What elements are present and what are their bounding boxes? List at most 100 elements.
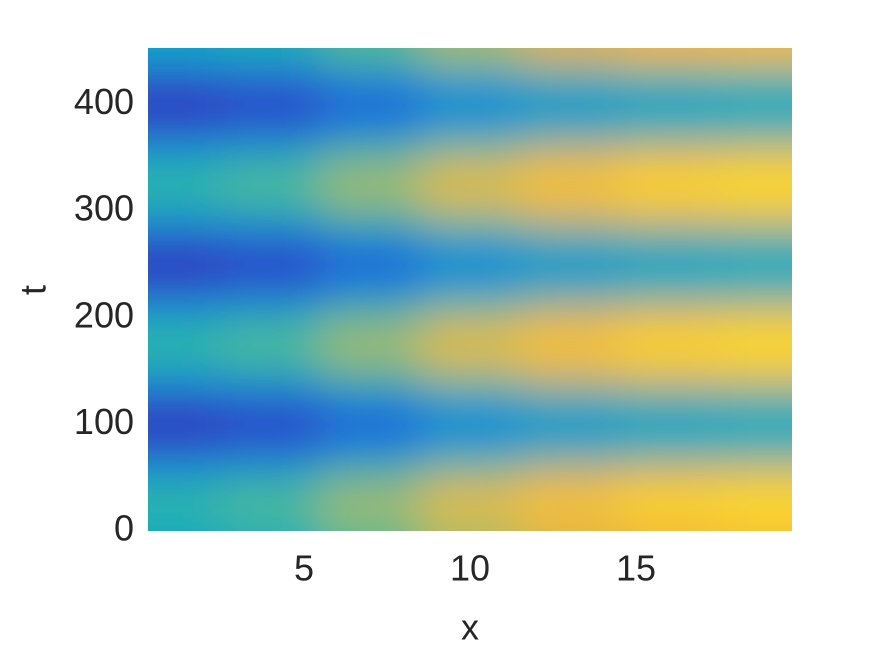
heatmap-cell bbox=[148, 411, 222, 439]
heatmap-cell bbox=[420, 91, 521, 119]
heatmap-cell bbox=[718, 117, 792, 145]
heatmap-cell bbox=[148, 384, 222, 412]
heatmap-cell bbox=[718, 64, 792, 92]
heatmap-cell bbox=[221, 91, 322, 119]
heatmap-cell bbox=[320, 171, 421, 199]
heatmap-cell bbox=[619, 251, 720, 279]
heatmap-cell bbox=[519, 331, 620, 359]
heatmap-cell bbox=[420, 224, 521, 252]
heatmap-cell bbox=[420, 64, 521, 92]
heatmap-cell bbox=[619, 144, 720, 172]
heatmap-cell bbox=[718, 144, 792, 172]
heatmap-cell bbox=[420, 384, 521, 412]
heatmap-cell bbox=[420, 251, 521, 279]
heatmap-cell bbox=[221, 197, 322, 225]
heatmap-cell bbox=[519, 464, 620, 492]
heatmap-cell bbox=[718, 357, 792, 385]
heatmap-cell bbox=[619, 48, 720, 66]
heatmap-cell bbox=[148, 197, 222, 225]
heatmap-cell bbox=[148, 277, 222, 305]
heatmap-cell bbox=[718, 464, 792, 492]
heatmap-cell bbox=[320, 437, 421, 465]
y-tick-label: 100 bbox=[74, 401, 134, 442]
heatmap-cell bbox=[519, 491, 620, 519]
y-tick-label: 0 bbox=[114, 508, 134, 549]
heatmap-cell bbox=[148, 91, 222, 119]
heatmap-cell bbox=[619, 357, 720, 385]
heatmap-cell bbox=[148, 464, 222, 492]
heatmap-cell bbox=[718, 277, 792, 305]
plot-area bbox=[148, 48, 792, 531]
x-tick-label: 15 bbox=[616, 548, 656, 589]
heatmap-cell bbox=[320, 411, 421, 439]
heatmap-cell bbox=[519, 197, 620, 225]
heatmap-cell bbox=[718, 491, 792, 519]
y-tick-label: 400 bbox=[74, 81, 134, 122]
heatmap-cell bbox=[221, 304, 322, 332]
heatmap-cell bbox=[619, 491, 720, 519]
heatmap-cell bbox=[619, 384, 720, 412]
heatmap-cell bbox=[148, 64, 222, 92]
heatmap-cell bbox=[718, 251, 792, 279]
heatmap-cell bbox=[148, 144, 222, 172]
heatmap-cell bbox=[320, 117, 421, 145]
heatmap-cell bbox=[718, 48, 792, 66]
heatmap-cell bbox=[320, 357, 421, 385]
heatmap-cell bbox=[320, 91, 421, 119]
heatmap-cell bbox=[221, 384, 322, 412]
heatmap-cell bbox=[619, 331, 720, 359]
heatmap-cell bbox=[420, 48, 521, 66]
y-tick-label: 300 bbox=[74, 188, 134, 229]
heatmap-cell bbox=[718, 197, 792, 225]
heatmap-cell bbox=[221, 517, 322, 531]
heatmap-cell bbox=[420, 304, 521, 332]
heatmap-cell bbox=[320, 251, 421, 279]
heatmap-cell bbox=[148, 117, 222, 145]
heatmap-cell bbox=[718, 411, 792, 439]
heatmap-cell bbox=[320, 224, 421, 252]
heatmap-cell bbox=[221, 437, 322, 465]
heatmap-cell bbox=[718, 437, 792, 465]
heatmap-cell bbox=[519, 224, 620, 252]
heatmap-cell bbox=[420, 517, 521, 531]
heatmap-cell bbox=[420, 491, 521, 519]
heatmap-cell bbox=[519, 357, 620, 385]
heatmap-cell bbox=[148, 171, 222, 199]
heatmap-cell bbox=[519, 411, 620, 439]
heatmap-cell bbox=[320, 517, 421, 531]
heatmap-cell bbox=[619, 171, 720, 199]
heatmap-cell bbox=[148, 251, 222, 279]
y-tick-label: 200 bbox=[74, 294, 134, 335]
heatmap-cell bbox=[420, 144, 521, 172]
x-tick-label: 10 bbox=[450, 548, 490, 589]
heatmap-cell bbox=[519, 91, 620, 119]
heatmap-cell bbox=[148, 357, 222, 385]
heatmap-cell bbox=[320, 277, 421, 305]
heatmap-cell bbox=[148, 224, 222, 252]
x-tick-label: 5 bbox=[294, 548, 314, 589]
y-axis-label: t bbox=[13, 285, 54, 295]
heatmap-cell bbox=[221, 464, 322, 492]
heatmap-cell bbox=[420, 437, 521, 465]
heatmap-cell bbox=[320, 144, 421, 172]
heatmap-cell bbox=[420, 117, 521, 145]
heatmap-cell bbox=[320, 331, 421, 359]
heatmap-cell bbox=[519, 437, 620, 465]
heatmap-cell bbox=[718, 517, 792, 531]
heatmap-cell bbox=[320, 491, 421, 519]
heatmap-cell bbox=[320, 464, 421, 492]
heatmap-cell bbox=[519, 277, 620, 305]
heatmap-cell bbox=[221, 331, 322, 359]
heatmap-cell bbox=[221, 357, 322, 385]
x-axis-label: x bbox=[461, 607, 479, 648]
heatmap-cell bbox=[320, 64, 421, 92]
heatmap-cell bbox=[420, 464, 521, 492]
heatmap-cell bbox=[718, 171, 792, 199]
heatmap-cell bbox=[148, 437, 222, 465]
heatmap-cell bbox=[221, 251, 322, 279]
heatmap-cell bbox=[619, 64, 720, 92]
heatmap-cell bbox=[320, 197, 421, 225]
heatmap-cell bbox=[619, 517, 720, 531]
heatmap-cell bbox=[519, 64, 620, 92]
